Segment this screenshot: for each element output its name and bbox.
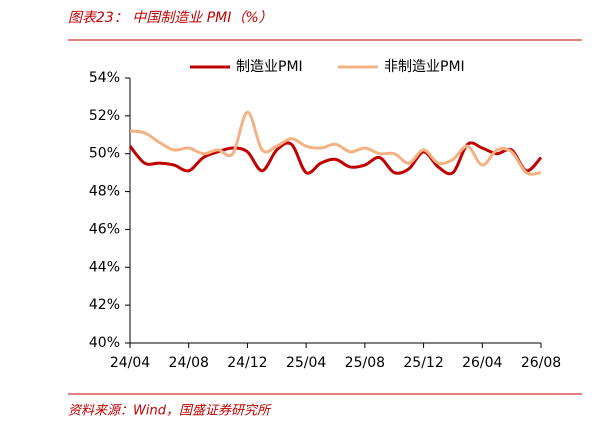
source: 资料来源：Wind，国盛证券研究所 [68, 403, 272, 419]
y-tick-label: 44% [89, 259, 120, 275]
x-tick-label: 24/08 [169, 355, 209, 371]
line-series [128, 141, 543, 176]
y-tick-label: 42% [89, 297, 120, 313]
y-tick-label: 46% [89, 221, 120, 237]
x-tick-label: 24/12 [227, 355, 267, 371]
chart-title: 图表23： 中国制造业 PMI（%） [68, 10, 273, 26]
y-tick-label: 40% [89, 335, 120, 351]
x-tick-label: 24/04 [110, 355, 150, 371]
x-tick-label: 25/12 [403, 355, 443, 371]
legend-label: 制造业PMI [236, 59, 303, 75]
x-tick-label: 25/08 [345, 355, 385, 371]
x-tick-label: 26/08 [521, 355, 561, 371]
x-tick-label: 26/04 [462, 355, 502, 371]
x-tick-label: 25/04 [286, 355, 326, 371]
y-tick-label: 50% [89, 146, 120, 162]
line-series [129, 110, 542, 176]
y-tick-label: 48% [89, 184, 120, 200]
legend-label: 非制造业PMI [384, 59, 465, 75]
y-tick-label: 52% [89, 108, 120, 124]
y-tick-label: 54% [89, 70, 120, 86]
